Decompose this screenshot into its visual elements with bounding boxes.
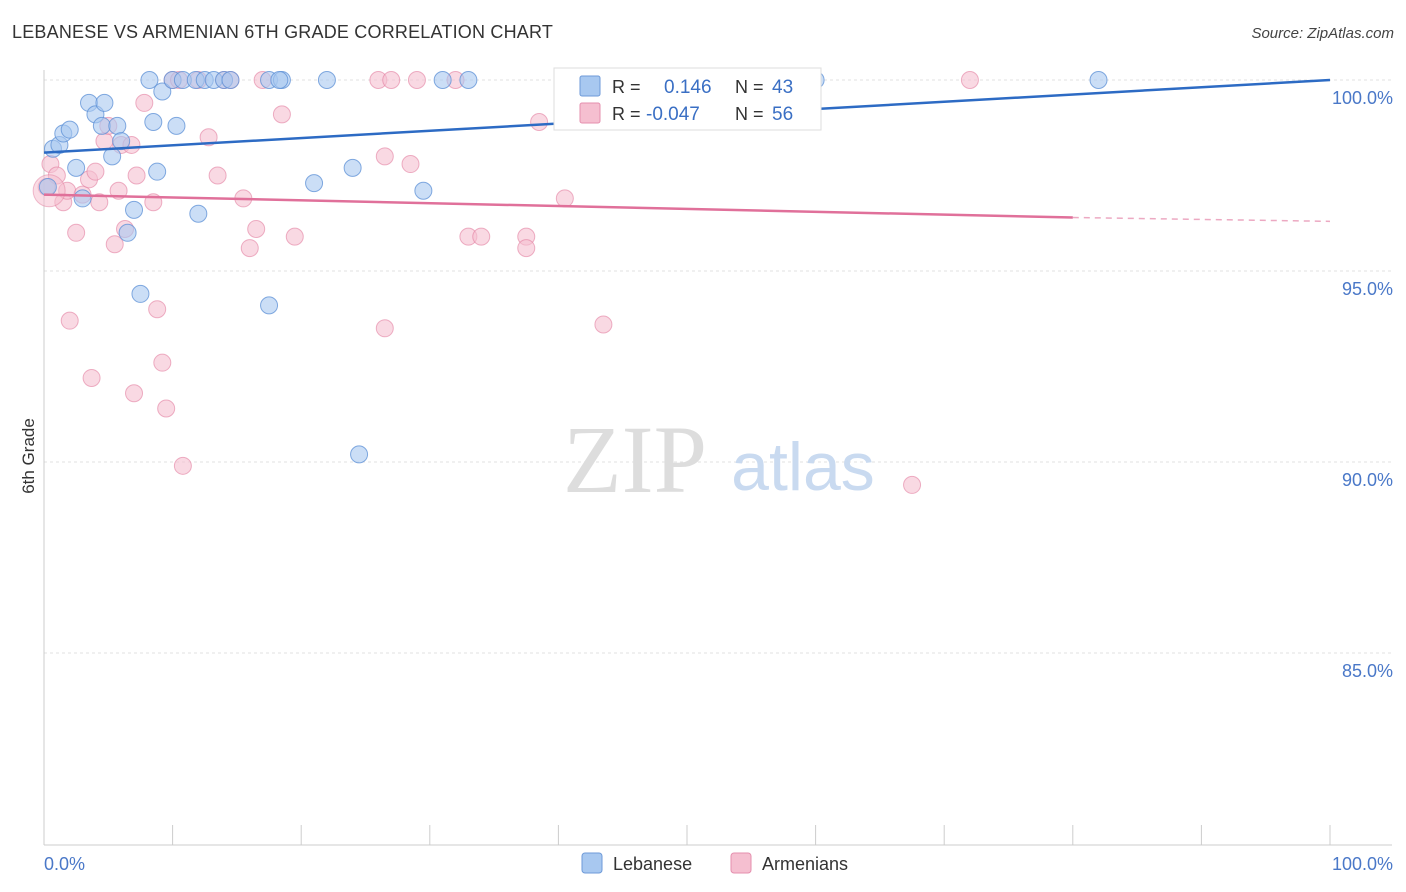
y-axis-label: 6th Grade bbox=[19, 418, 38, 494]
armenian-point bbox=[105, 235, 124, 254]
armenian-point bbox=[82, 368, 101, 387]
lebanese-point bbox=[95, 93, 114, 112]
armenian-point bbox=[517, 239, 536, 258]
armenian-point bbox=[240, 239, 259, 258]
lebanese-point bbox=[1089, 71, 1108, 89]
lebanese-point bbox=[140, 71, 159, 89]
armenian-point bbox=[153, 353, 172, 372]
lebanese-point bbox=[317, 71, 336, 89]
lebanese-point bbox=[144, 113, 163, 132]
armenian-point bbox=[67, 223, 86, 242]
armenian-point bbox=[157, 399, 176, 418]
lebanese-point bbox=[153, 82, 172, 101]
legend-armenian-label: Armenians bbox=[762, 854, 848, 874]
lebanese-point bbox=[112, 132, 131, 151]
lebanese-swatch bbox=[579, 75, 601, 97]
lebanese-point bbox=[305, 174, 324, 193]
lebanese-point bbox=[433, 71, 452, 89]
lebanese-r-label: R = bbox=[612, 77, 641, 97]
source-label: Source: ZipAtlas.com bbox=[1251, 25, 1394, 42]
armenian-r-label: R = bbox=[612, 104, 641, 124]
armenian-trend-extension bbox=[1072, 216, 1331, 223]
armenian-trend-line bbox=[43, 193, 1073, 219]
armenian-point bbox=[208, 166, 227, 185]
lebanese-point bbox=[270, 71, 289, 89]
armenian-point bbox=[135, 93, 154, 112]
armenian-point bbox=[472, 227, 491, 246]
x-tick-label-max: 100.0% bbox=[1332, 854, 1393, 874]
lebanese-point bbox=[73, 189, 92, 208]
y-tick-label: 100.0% bbox=[1332, 88, 1393, 108]
lebanese-point bbox=[414, 181, 433, 200]
armenian-point bbox=[407, 71, 426, 89]
grid-lines bbox=[44, 79, 1392, 654]
armenian-point bbox=[375, 147, 394, 166]
armenian-point bbox=[285, 227, 304, 246]
y-tick-label: 95.0% bbox=[1342, 279, 1393, 299]
lebanese-r-value: 0.146 bbox=[664, 77, 712, 98]
armenian-point bbox=[127, 166, 146, 185]
armenian-point bbox=[401, 155, 420, 174]
lebanese-point bbox=[103, 147, 122, 166]
armenian-swatch bbox=[579, 102, 601, 124]
armenian-n-value: 56 bbox=[772, 104, 793, 125]
lebanese-point bbox=[125, 200, 144, 219]
armenian-point bbox=[530, 113, 549, 132]
armenian-point bbox=[125, 384, 144, 403]
armenian-r-value: -0.047 bbox=[646, 104, 700, 125]
lebanese-point bbox=[343, 158, 362, 177]
lebanese-point bbox=[167, 116, 186, 135]
lebanese-point bbox=[67, 158, 86, 177]
lebanese-n-value: 43 bbox=[772, 77, 793, 98]
armenian-point bbox=[148, 300, 167, 319]
armenian-point bbox=[247, 219, 266, 238]
armenian-point bbox=[555, 189, 574, 208]
armenian-point bbox=[95, 132, 114, 151]
series-legend: Lebanese Armenians bbox=[581, 852, 848, 874]
legend-lebanese-label: Lebanese bbox=[613, 854, 692, 874]
legend-armenian-swatch bbox=[730, 852, 752, 874]
armenian-point bbox=[375, 319, 394, 338]
armenian-point bbox=[594, 315, 613, 334]
lebanese-point bbox=[108, 116, 127, 135]
lebanese-point bbox=[260, 296, 279, 315]
armenian-point bbox=[60, 311, 79, 330]
armenian-n-label: N = bbox=[735, 104, 764, 124]
lebanese-point bbox=[60, 120, 79, 139]
lebanese-point bbox=[350, 445, 369, 464]
lebanese-points bbox=[38, 71, 1108, 464]
axes: 100.0% 95.0% 90.0% 85.0% 0.0% 100.0% bbox=[43, 70, 1393, 874]
stats-legend: R = 0.146 N = 43 R = -0.047 N = 56 bbox=[553, 67, 822, 131]
lebanese-point bbox=[221, 71, 240, 89]
lebanese-point bbox=[189, 204, 208, 223]
armenian-point bbox=[173, 456, 192, 475]
x-tick-label-min: 0.0% bbox=[44, 854, 85, 874]
armenian-point bbox=[90, 193, 109, 212]
armenian-point bbox=[272, 105, 291, 124]
lebanese-n-label: N = bbox=[735, 77, 764, 97]
watermark-atlas: atlas bbox=[731, 429, 875, 505]
lebanese-point bbox=[38, 177, 57, 196]
armenian-point bbox=[382, 71, 401, 89]
armenian-point bbox=[960, 71, 979, 89]
lebanese-point bbox=[459, 71, 478, 89]
lebanese-point bbox=[131, 284, 150, 303]
legend-lebanese-swatch bbox=[581, 852, 603, 874]
lebanese-point bbox=[92, 116, 111, 135]
lebanese-point bbox=[118, 223, 137, 242]
chart-title: LEBANESE VS ARMENIAN 6TH GRADE CORRELATI… bbox=[12, 22, 554, 42]
y-tick-label: 90.0% bbox=[1342, 470, 1393, 490]
watermark: ZIP atlas bbox=[563, 406, 875, 513]
armenian-point bbox=[86, 162, 105, 181]
y-tick-label: 85.0% bbox=[1342, 661, 1393, 681]
watermark-zip: ZIP bbox=[563, 406, 707, 513]
armenian-point bbox=[903, 475, 922, 494]
armenian-point bbox=[199, 128, 218, 147]
lebanese-point bbox=[148, 162, 167, 181]
